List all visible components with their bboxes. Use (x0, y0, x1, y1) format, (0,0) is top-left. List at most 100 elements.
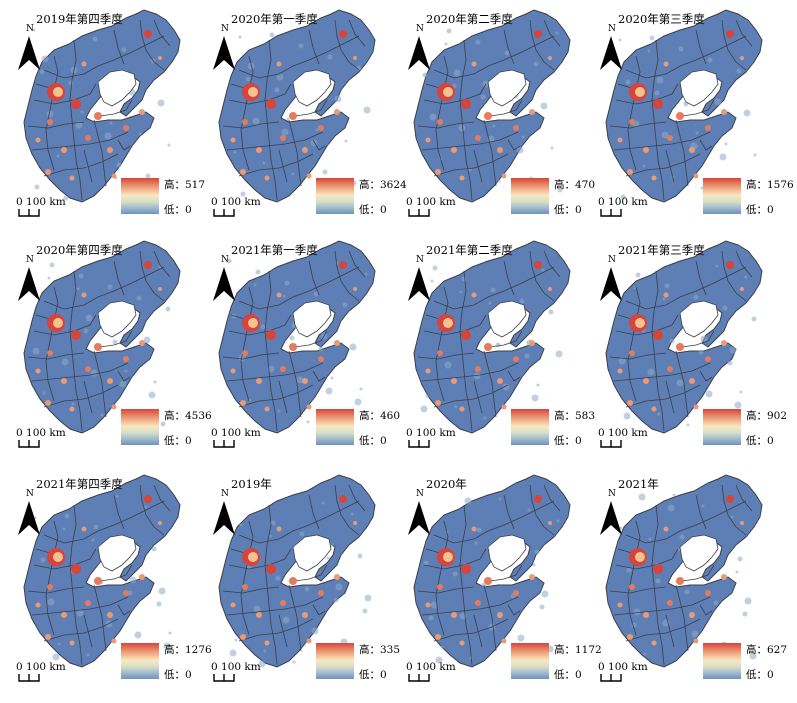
admin-boundary (226, 596, 324, 616)
legend-color-ramp (316, 178, 354, 214)
admin-boundary (113, 260, 125, 296)
hotspot (240, 400, 246, 406)
hotspot (461, 564, 471, 574)
hotspot (721, 574, 727, 580)
density-patch (700, 335, 708, 343)
admin-boundary (625, 153, 701, 177)
density-patch (474, 541, 478, 545)
admin-boundary (278, 614, 288, 648)
hotspot (266, 564, 276, 574)
admin-boundary (226, 131, 324, 151)
legend-color-ramp (316, 409, 354, 445)
admin-boundary (334, 19, 360, 71)
north-label: N (26, 24, 34, 34)
legend-color-ramp (121, 178, 159, 214)
density-patch (364, 594, 372, 602)
north-arrow-icon (600, 501, 622, 535)
admin-boundary (681, 330, 715, 348)
panel-title: 2021年第一季度 (231, 243, 318, 257)
density-patch (454, 405, 458, 409)
density-patch (32, 28, 36, 32)
legend-color-ramp (121, 409, 159, 445)
hotspot (529, 574, 535, 580)
density-patch (684, 589, 690, 595)
admin-boundary (651, 504, 665, 666)
admin-boundary (417, 352, 475, 360)
admin-boundary (99, 99, 133, 117)
admin-boundary (507, 139, 521, 151)
hotspot (240, 634, 246, 640)
density-patch (676, 379, 684, 387)
density-patch (661, 131, 669, 139)
hotspot (629, 584, 635, 590)
admin-boundary (153, 484, 171, 512)
density-patch (620, 194, 626, 200)
admin-boundary (665, 149, 675, 183)
density-patch (78, 273, 84, 279)
hotspot (123, 590, 129, 596)
hotspot (513, 590, 519, 596)
north-arrow: N (209, 24, 243, 76)
sea-area (679, 300, 719, 338)
admin-boundary (459, 270, 473, 432)
north-arrow-icon (600, 36, 622, 70)
density-patch (672, 493, 676, 497)
scale-bar-icon (213, 440, 235, 448)
density-patch (52, 653, 60, 661)
hotspot (529, 109, 535, 115)
scale-label: 0 100 km (598, 427, 648, 439)
admin-boundary (278, 149, 288, 183)
density-patch (156, 601, 162, 607)
density-patch (344, 139, 348, 143)
scale-bar: 0 100 km (406, 661, 476, 685)
admin-boundary (433, 618, 509, 642)
density-patch (691, 630, 699, 638)
panel-title: 2020年第二季度 (426, 12, 513, 26)
density-patch (92, 36, 98, 42)
density-patch (282, 294, 286, 298)
density-patch (649, 35, 655, 41)
admin-boundary (83, 149, 93, 183)
hotspot (425, 137, 431, 143)
density-patch (657, 412, 661, 416)
hotspot (144, 261, 152, 269)
density-patch (422, 72, 428, 78)
density-patch (475, 39, 481, 45)
density-patch (432, 265, 438, 271)
admin-boundary (83, 380, 93, 414)
admin-boundary (675, 119, 689, 187)
density-patch (277, 409, 281, 413)
admin-boundary (43, 266, 165, 310)
density-patch (247, 62, 255, 70)
hotspot (676, 577, 684, 585)
density-patch (532, 563, 536, 567)
density-patch (618, 357, 626, 365)
legend-color-ramp (703, 643, 741, 679)
density-patch (276, 73, 284, 81)
hotspot (276, 526, 282, 532)
north-label: N (221, 24, 229, 34)
admin-boundary (529, 484, 555, 536)
hotspot (635, 552, 645, 562)
admin-boundary (139, 250, 165, 302)
legend: 高：583 低：0 (511, 409, 597, 453)
density-patch (753, 153, 757, 157)
density-patch (104, 132, 112, 140)
admin-boundary (433, 500, 555, 544)
legend-high-label: 高：1576 (746, 179, 794, 191)
north-arrow: N (596, 489, 630, 541)
hotspot (256, 612, 262, 618)
hotspot (740, 56, 744, 60)
panel-title: 2020年第三季度 (618, 12, 705, 26)
hotspot (35, 137, 41, 143)
density-patch (727, 360, 733, 366)
hotspot (451, 378, 457, 384)
admin-boundary (238, 266, 360, 310)
density-patch (693, 294, 699, 300)
hotspot (94, 577, 102, 585)
density-patch (32, 347, 40, 355)
density-patch (521, 135, 525, 139)
sea-area (292, 534, 332, 572)
admin-boundary (699, 370, 713, 382)
hotspot (689, 612, 695, 618)
